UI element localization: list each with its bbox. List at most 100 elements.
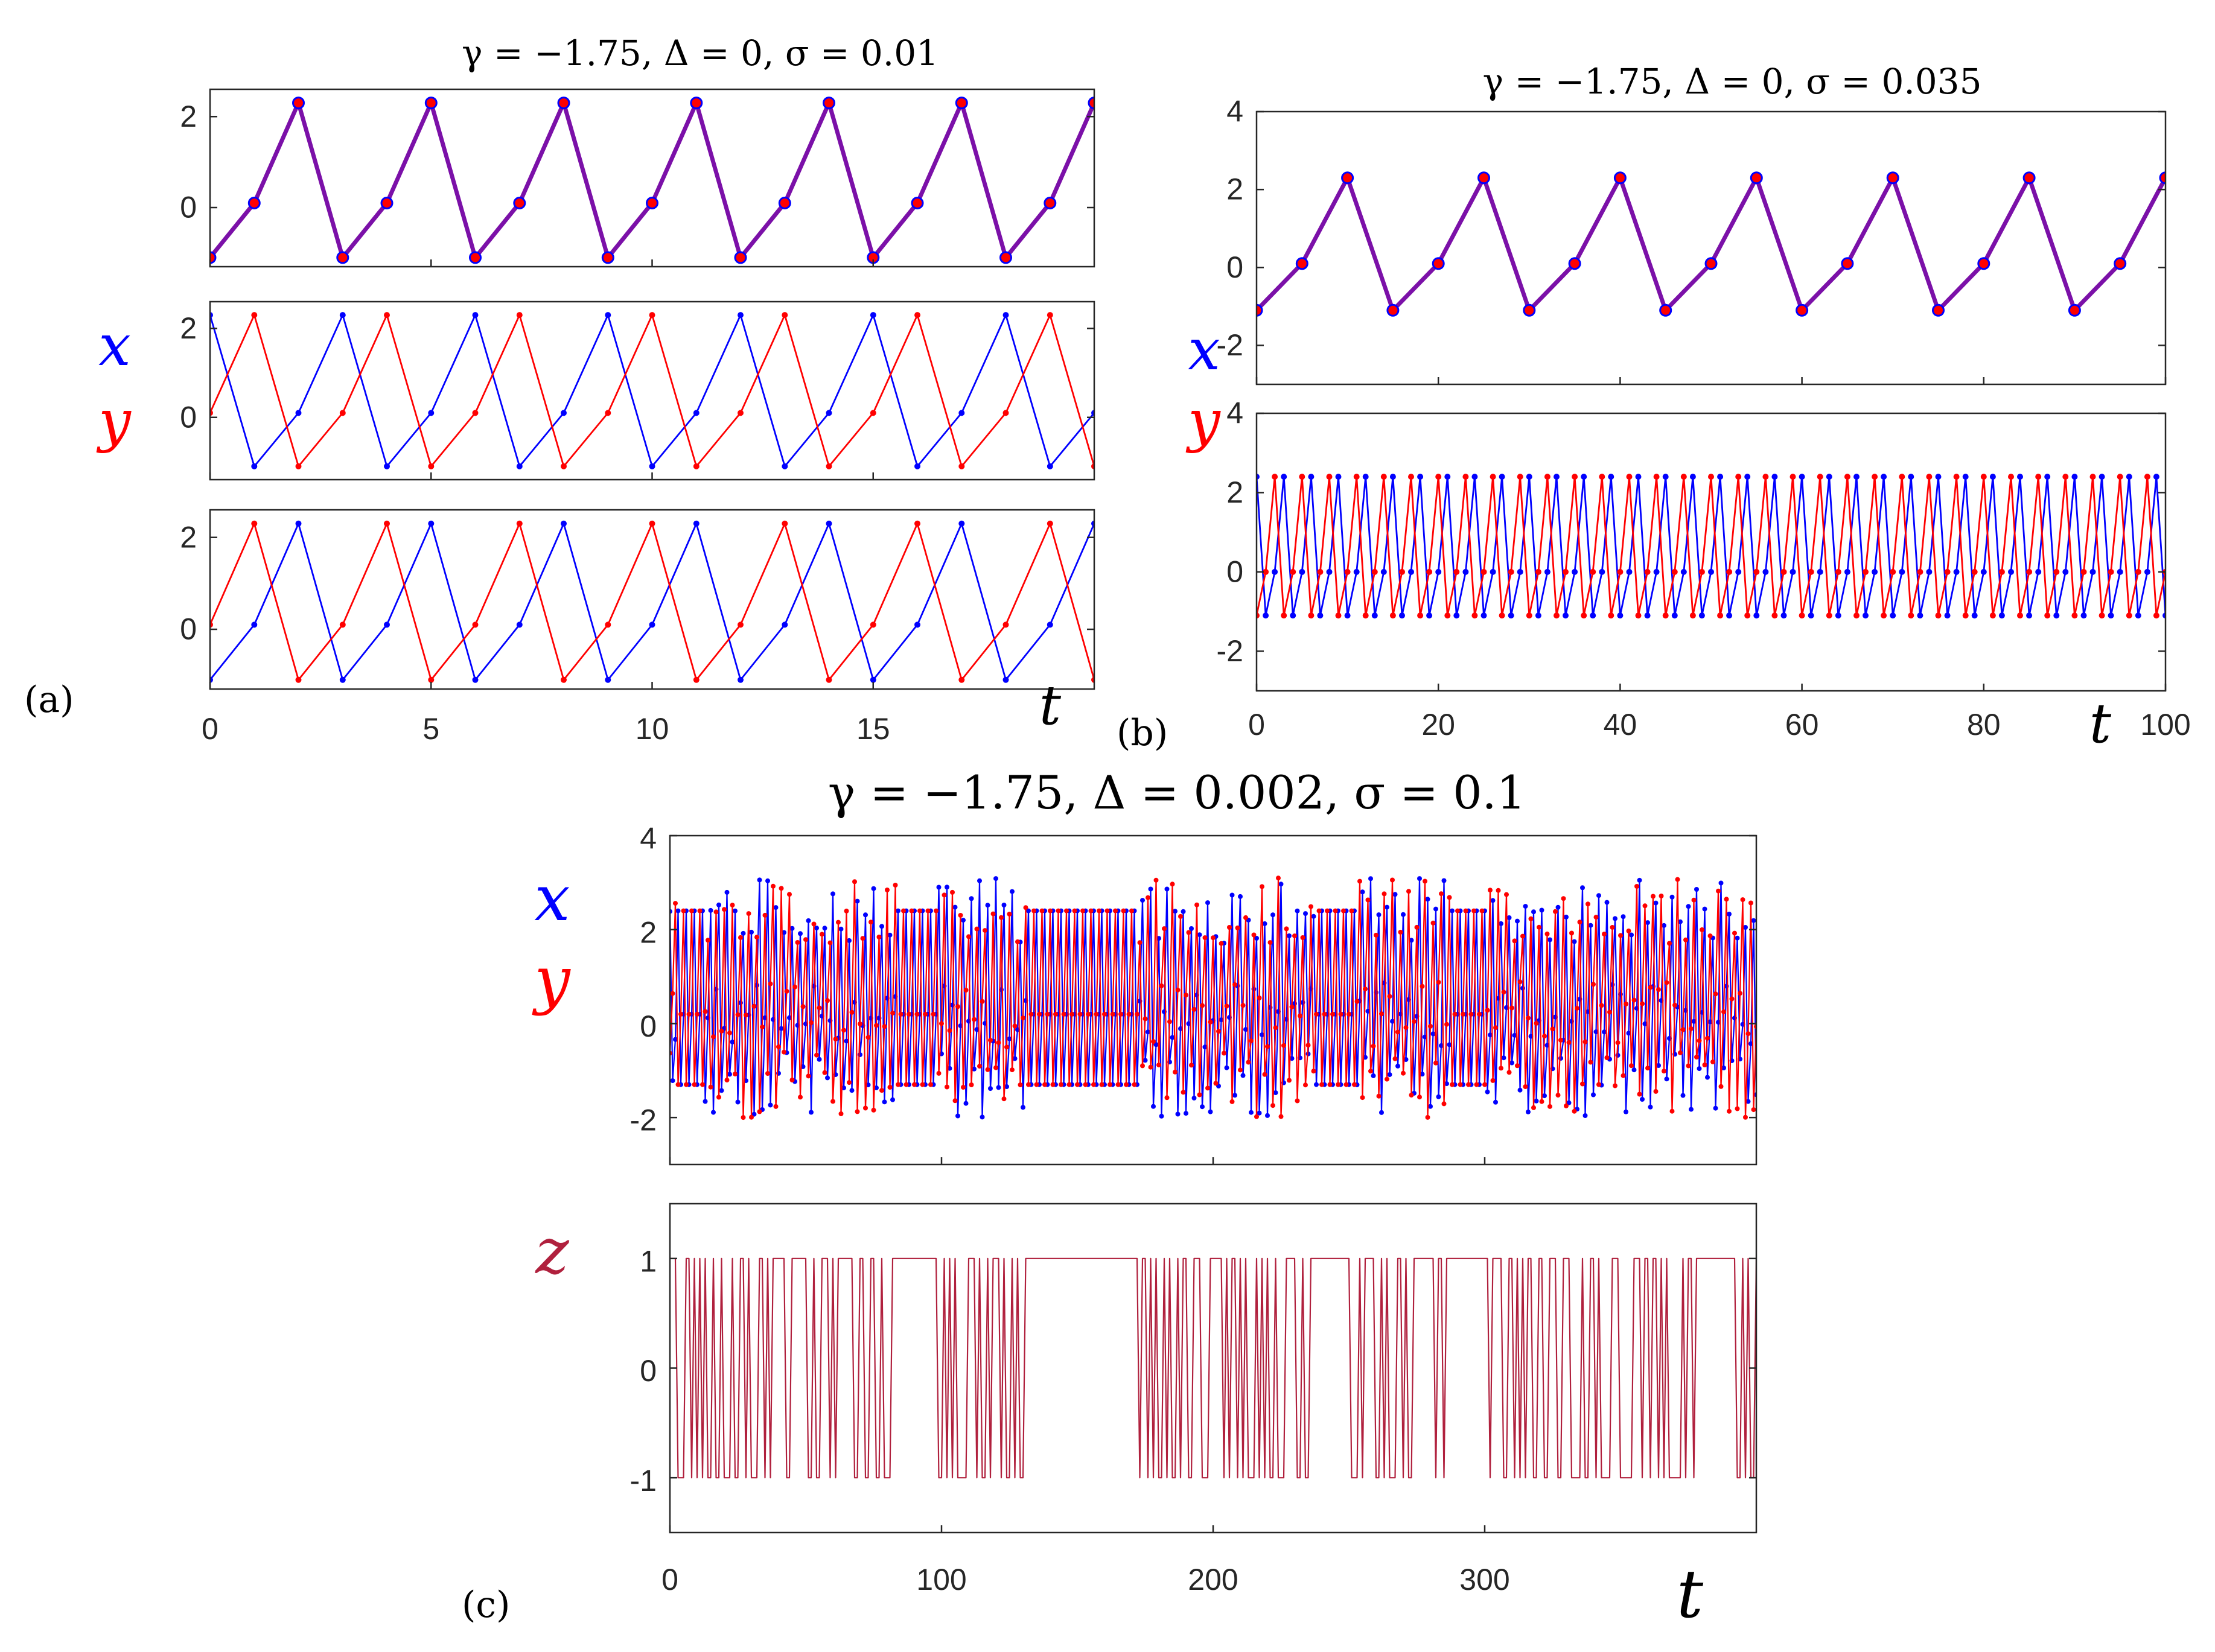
data-point — [1064, 908, 1069, 913]
data-point — [1526, 1015, 1531, 1021]
data-point — [1409, 938, 1414, 943]
data-point — [1653, 568, 1660, 575]
data-point — [969, 896, 974, 901]
data-point — [1387, 994, 1392, 999]
data-point — [1750, 171, 1763, 185]
data-point — [1626, 1031, 1631, 1036]
data-point — [1917, 612, 1923, 619]
data-point — [1680, 1093, 1686, 1098]
data-point — [1173, 909, 1178, 914]
series-markers — [1257, 474, 2166, 619]
data-point — [1499, 474, 1505, 480]
axis-label-x: x — [534, 862, 570, 935]
data-point — [1544, 474, 1550, 480]
data-point — [1126, 1011, 1132, 1017]
data-point — [2035, 568, 2042, 575]
data-point — [561, 520, 567, 527]
data-point — [2135, 612, 2141, 619]
chart-a-subplot-0: 02 — [180, 88, 1095, 268]
data-point — [472, 676, 479, 683]
data-point — [901, 908, 906, 913]
data-point — [1048, 908, 1053, 913]
data-point — [1621, 914, 1626, 920]
data-point — [1642, 1021, 1648, 1026]
data-point — [1408, 474, 1414, 480]
data-point — [1099, 1082, 1104, 1087]
data-point — [2035, 474, 2042, 480]
data-point — [841, 1028, 846, 1033]
data-point — [1173, 1069, 1178, 1075]
data-point — [1333, 908, 1338, 913]
chart-b-subplot-0-data — [1257, 171, 2166, 317]
data-point — [898, 1011, 904, 1017]
data-point — [1216, 1029, 1221, 1034]
data-point — [1835, 568, 1841, 575]
data-point — [1441, 1101, 1447, 1107]
data-point — [1295, 257, 1308, 270]
chart-c-subplot-0: -2 0 2 4 xy — [532, 822, 1758, 1166]
data-point — [955, 1004, 960, 1009]
data-point — [757, 1109, 762, 1114]
data-point — [2022, 171, 2036, 185]
data-point — [1917, 568, 1923, 575]
data-point — [1989, 474, 1996, 480]
data-point — [1908, 474, 1914, 480]
data-point — [999, 915, 1004, 920]
data-point — [1617, 612, 1624, 619]
data-point — [1689, 1107, 1694, 1112]
data-point — [2044, 474, 2051, 480]
data-point — [1528, 916, 1534, 921]
data-point — [516, 520, 523, 527]
data-point — [1390, 1018, 1395, 1024]
data-point — [738, 935, 743, 940]
axes-box — [1255, 412, 2167, 692]
data-point — [733, 1072, 738, 1077]
data-point — [1581, 474, 1587, 480]
data-point — [1326, 568, 1333, 575]
data-point — [1184, 993, 1188, 998]
data-point — [1276, 875, 1281, 881]
x-axis-label: t — [1677, 1555, 1704, 1633]
data-point — [1667, 941, 1672, 946]
data-point — [649, 312, 655, 319]
data-point — [1240, 1073, 1246, 1078]
data-point — [1886, 171, 1899, 185]
data-point — [963, 1101, 969, 1106]
y-tick-label: 2 — [640, 915, 657, 949]
data-point — [1480, 612, 1487, 619]
data-point — [1550, 1026, 1555, 1032]
data-point — [1698, 568, 1705, 575]
data-point — [1648, 985, 1653, 990]
data-point — [2044, 612, 2051, 619]
data-point — [2126, 474, 2132, 480]
data-point — [1444, 1021, 1449, 1027]
data-point — [1417, 876, 1422, 882]
data-point — [1026, 1082, 1031, 1087]
data-point — [1450, 1082, 1455, 1087]
data-point — [1327, 1082, 1333, 1087]
data-point — [1433, 1060, 1438, 1066]
series-markers — [210, 520, 1094, 683]
data-point — [1512, 1032, 1517, 1038]
data-point — [814, 926, 819, 931]
data-point — [870, 676, 876, 683]
data-point — [1061, 1011, 1066, 1017]
data-point — [1662, 612, 1669, 619]
data-point — [1662, 923, 1666, 928]
data-point — [911, 197, 924, 209]
data-point — [1517, 568, 1523, 575]
data-point — [1881, 474, 1887, 480]
data-point — [1506, 1070, 1512, 1075]
chart-b-subplot-1: -2 0 2 4 — [1217, 396, 2167, 692]
data-point — [1678, 919, 1683, 924]
data-point — [1322, 1011, 1327, 1017]
data-point — [1637, 877, 1642, 883]
data-point — [1118, 1011, 1123, 1017]
data-point — [557, 97, 570, 110]
axes-box — [1255, 110, 2167, 386]
x-axis-label: t — [2089, 692, 2112, 755]
data-point — [1260, 1032, 1264, 1037]
data-point — [1844, 474, 1850, 480]
data-point — [1189, 926, 1194, 931]
